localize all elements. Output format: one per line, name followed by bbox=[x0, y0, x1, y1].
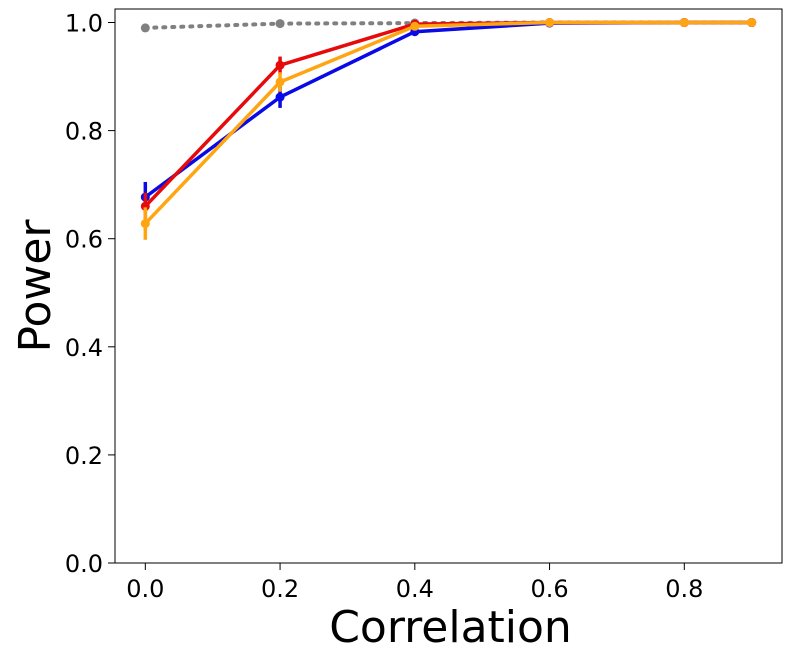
data-point-orange bbox=[410, 21, 420, 31]
data-point-gray bbox=[140, 23, 150, 33]
x-tick-label: 0.8 bbox=[665, 575, 703, 603]
data-point-orange bbox=[747, 18, 757, 28]
data-point-orange bbox=[140, 219, 150, 229]
y-tick-label: 0.0 bbox=[65, 550, 103, 578]
y-tick-label: 0.8 bbox=[65, 118, 103, 146]
x-tick-label: 0.0 bbox=[126, 575, 164, 603]
y-tick-label: 1.0 bbox=[65, 10, 103, 38]
data-point-blue bbox=[275, 92, 285, 102]
plot-area bbox=[114, 8, 783, 564]
series-line-orange bbox=[143, 20, 754, 226]
data-point-orange bbox=[679, 18, 689, 28]
data-point-red bbox=[275, 60, 285, 70]
y-axis-label: Power bbox=[10, 219, 61, 353]
series-red bbox=[140, 18, 757, 220]
x-tick-label: 0.6 bbox=[530, 575, 568, 603]
x-tick-label: 0.2 bbox=[261, 575, 299, 603]
data-point-gray bbox=[275, 19, 285, 29]
data-point-orange bbox=[275, 77, 285, 87]
y-tick-label: 0.4 bbox=[65, 334, 103, 362]
series-orange bbox=[140, 18, 757, 240]
data-point-red bbox=[140, 201, 150, 211]
series-line-red bbox=[143, 20, 754, 209]
x-tick-label: 0.4 bbox=[396, 575, 434, 603]
plot-frame bbox=[114, 8, 783, 564]
y-axis-ticks: 0.0 0.2 0.4 0.6 0.8 1.0 bbox=[65, 10, 115, 578]
y-tick-label: 0.6 bbox=[65, 226, 103, 254]
y-tick-label: 0.2 bbox=[65, 442, 103, 470]
x-axis-label: Correlation bbox=[329, 602, 572, 653]
data-point-orange bbox=[545, 18, 555, 28]
x-axis-ticks: 0.0 0.2 0.4 0.6 0.8 bbox=[126, 563, 703, 603]
